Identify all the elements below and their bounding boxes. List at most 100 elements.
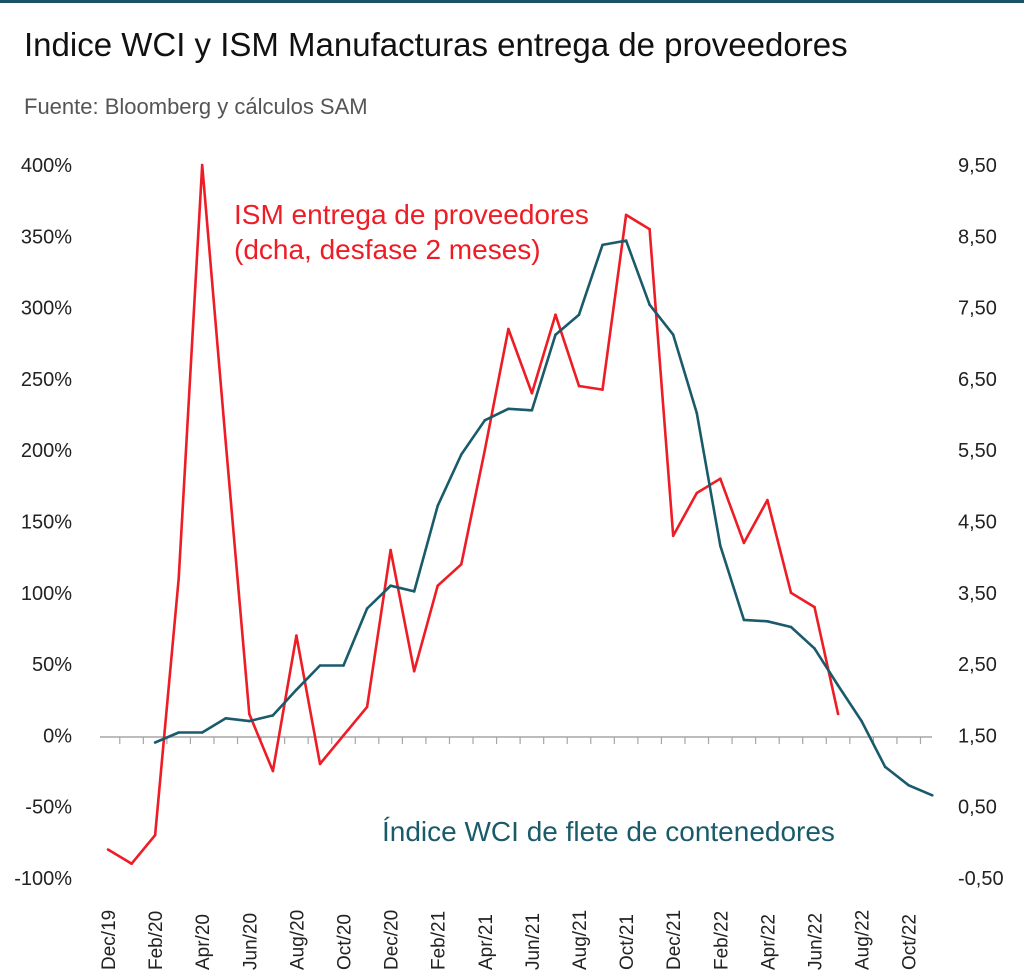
data-point	[789, 625, 793, 629]
top-accent-bar	[0, 0, 1024, 3]
series-ism	[106, 163, 840, 866]
x-tick-label: Dec/19	[99, 910, 120, 970]
series-wci	[153, 239, 934, 797]
right-y-tick-label: 8,50	[958, 226, 997, 248]
left-y-axis: 400% 350% 300% 250% 200% 150% 100% 50% 0% -50% -10…	[14, 155, 72, 890]
data-point	[530, 391, 534, 395]
left-y-tick-label: 300%	[21, 298, 72, 320]
left-y-tick-label: 100%	[21, 583, 72, 605]
x-tick-label: Oct/21	[617, 914, 638, 970]
series-layer	[106, 163, 934, 866]
data-point	[130, 862, 133, 865]
chart-source: Fuente: Bloomberg y cálculos SAM	[24, 94, 368, 119]
data-point	[601, 388, 604, 391]
data-point	[483, 419, 487, 422]
x-tick-label: Apr/21	[476, 914, 497, 970]
right-y-tick-label: 4,50	[958, 512, 997, 534]
left-y-tick-label: 350%	[21, 226, 72, 248]
left-y-tick-label: 400%	[21, 155, 72, 177]
x-tick-label: Feb/20	[146, 911, 167, 970]
data-point	[483, 448, 487, 452]
data-point	[671, 534, 675, 538]
left-y-tick-label: 0%	[43, 725, 72, 747]
data-point	[342, 734, 345, 737]
data-point	[860, 719, 863, 723]
right-y-tick-label: 1,50	[958, 725, 997, 747]
right-y-tick-label: 2,50	[958, 654, 997, 676]
left-y-tick-label: -100%	[14, 868, 72, 890]
x-tick-label: Jun/20	[240, 913, 261, 970]
data-point	[507, 327, 510, 331]
x-tick-label: Oct/22	[900, 914, 921, 970]
x-axis-tick-labels: Dec/19 Feb/20 Apr/20 Jun/20 Aug/20 Oct/20 Dec/…	[99, 910, 921, 970]
chart-title: Indice WCI y ISM Manufacturas entrega de…	[24, 26, 848, 63]
data-point	[389, 548, 392, 552]
data-point	[813, 647, 816, 650]
data-point	[177, 577, 180, 580]
right-y-axis: 9,50 8,50 7,50 6,50 5,50 4,50 3,50 2,50 1,50 0,50…	[958, 155, 1004, 890]
ism-series-label: ISM entrega de proveedores	[234, 199, 589, 230]
data-point	[318, 664, 322, 667]
x-tick-label: Jun/21	[523, 913, 544, 970]
data-point	[342, 664, 345, 667]
data-point	[695, 491, 699, 495]
data-point	[507, 407, 510, 411]
data-point	[577, 384, 581, 388]
data-point	[766, 620, 769, 623]
data-point	[719, 477, 722, 481]
data-point	[601, 243, 604, 247]
data-point	[460, 453, 463, 456]
data-point	[931, 794, 934, 797]
data-point	[836, 712, 840, 716]
left-y-tick-label: 250%	[21, 369, 72, 391]
data-point	[766, 498, 769, 502]
data-point	[460, 563, 463, 566]
data-point	[271, 714, 275, 717]
data-point	[530, 409, 534, 412]
right-y-tick-label: 6,50	[958, 369, 997, 391]
x-tick-label: Aug/21	[570, 910, 591, 970]
data-point	[106, 848, 110, 851]
x-tick-label: Aug/22	[853, 910, 874, 970]
left-y-tick-label: 50%	[32, 654, 72, 676]
data-point	[719, 544, 722, 547]
data-point	[271, 769, 275, 773]
x-tick-label: Apr/22	[758, 914, 779, 970]
data-point	[224, 441, 228, 445]
right-y-tick-label: 7,50	[958, 298, 997, 320]
data-point	[554, 313, 557, 317]
x-tick-label: Feb/21	[429, 911, 450, 970]
series-line	[154, 239, 933, 797]
right-y-tick-label: 0,50	[958, 797, 997, 819]
data-point	[648, 303, 651, 307]
data-point	[295, 688, 298, 692]
x-tick-label: Feb/22	[711, 911, 732, 970]
x-tick-label: Apr/20	[193, 914, 214, 970]
left-y-tick-label: 200%	[21, 440, 72, 462]
data-point	[436, 584, 440, 587]
data-point	[412, 669, 416, 673]
data-point	[436, 504, 440, 508]
x-tick-label: Jun/22	[806, 913, 827, 970]
x-tick-label: Oct/20	[335, 914, 356, 970]
data-point	[365, 607, 369, 610]
data-point	[153, 833, 157, 837]
left-y-tick-label: 150%	[21, 512, 72, 534]
data-point	[648, 227, 651, 231]
data-point	[200, 163, 204, 167]
x-tick-label: Dec/20	[382, 910, 403, 970]
data-point	[200, 731, 204, 734]
right-y-tick-label: 9,50	[958, 155, 997, 177]
data-point	[412, 590, 416, 593]
data-point	[883, 765, 887, 769]
wci-series-label: Índice WCI de flete de contenedores	[382, 816, 835, 847]
data-point	[813, 605, 816, 609]
data-point	[248, 712, 251, 716]
data-point	[671, 333, 675, 337]
data-point	[295, 634, 298, 637]
right-y-tick-label: -0,50	[958, 868, 1004, 890]
data-point	[695, 411, 699, 415]
data-point	[177, 731, 180, 734]
data-point	[789, 591, 793, 595]
